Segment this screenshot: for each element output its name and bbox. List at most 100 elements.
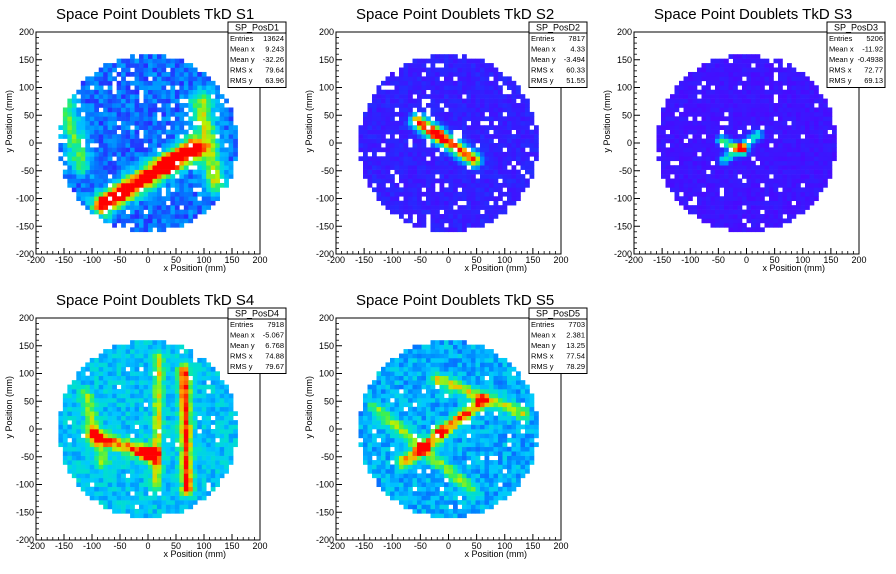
heatmap-cell <box>188 138 194 144</box>
heatmap-cell <box>724 151 729 157</box>
heatmap-cell <box>814 169 819 175</box>
heatmap-cell <box>156 191 162 197</box>
heatmap-cell <box>134 98 140 104</box>
heatmap-cell <box>737 116 743 122</box>
heatmap-cell <box>525 156 530 162</box>
heatmap-cell <box>228 437 234 443</box>
heatmap-cell <box>188 94 194 99</box>
heatmap-cell <box>98 442 104 448</box>
heatmap-cell <box>156 504 162 510</box>
heatmap-cell <box>103 191 108 197</box>
heatmap-cell <box>665 107 671 113</box>
heatmap-cell <box>152 486 158 492</box>
heatmap-cell <box>152 433 158 439</box>
heatmap-cell <box>733 214 738 219</box>
heatmap-cell <box>430 89 436 95</box>
heatmap-cell <box>814 120 819 126</box>
heatmap-cell <box>183 191 189 197</box>
heatmap-cell <box>751 94 756 99</box>
heatmap-cell <box>201 486 207 492</box>
heatmap-cell <box>688 178 693 184</box>
heatmap-cell <box>516 107 521 113</box>
heatmap-cell <box>746 63 752 68</box>
heatmap-cell <box>85 205 91 210</box>
heatmap-cell <box>800 85 806 91</box>
heatmap-cell <box>125 151 131 157</box>
heatmap-cell <box>439 182 445 188</box>
heatmap-cell <box>94 80 100 86</box>
heatmap-cell <box>715 67 720 73</box>
heatmap-cell <box>161 468 167 474</box>
heatmap-cell <box>174 169 180 175</box>
heatmap-cell <box>755 54 761 59</box>
heatmap-cell <box>174 406 180 412</box>
heatmap-cell <box>412 196 418 202</box>
heatmap-cell <box>796 165 801 170</box>
heatmap-cell <box>751 151 756 157</box>
heatmap-cell <box>130 429 135 434</box>
heatmap-cell <box>156 508 162 514</box>
heatmap-cell <box>719 63 725 68</box>
heatmap-cell <box>107 442 113 448</box>
heatmap-cell <box>139 209 144 215</box>
heatmap-cell <box>408 120 413 126</box>
heatmap-cell <box>724 71 729 77</box>
heatmap-cell <box>430 76 436 82</box>
heatmap-cell <box>89 397 95 403</box>
heatmap-cell <box>814 85 819 91</box>
heatmap-cell <box>489 138 494 144</box>
heatmap-cell <box>498 138 503 144</box>
heatmap-cell <box>98 437 104 443</box>
heatmap-cell <box>228 116 234 122</box>
heatmap-cell <box>116 455 122 461</box>
heatmap-cell <box>156 169 162 175</box>
heatmap-cell <box>728 67 734 73</box>
heatmap-cell <box>219 460 225 465</box>
heatmap-cell <box>363 143 368 148</box>
heatmap-cell <box>412 174 418 179</box>
heatmap-cell <box>121 63 126 68</box>
heatmap-cell <box>152 389 158 394</box>
heatmap-cell <box>224 138 229 144</box>
heatmap-cell <box>385 89 391 95</box>
heatmap-cell <box>471 143 476 148</box>
heatmap-cell <box>475 209 481 215</box>
heatmap-cell <box>399 156 404 162</box>
heatmap-cell <box>529 165 535 170</box>
heatmap-cell <box>67 165 73 170</box>
heatmap-cell <box>701 147 707 153</box>
heatmap-cell <box>692 187 698 193</box>
heatmap-cell <box>453 165 458 170</box>
heatmap-cell <box>484 196 490 202</box>
heatmap-cell <box>453 107 458 113</box>
heatmap-cell <box>823 120 828 126</box>
heatmap-cell <box>787 151 792 157</box>
heatmap-cell <box>219 138 225 144</box>
stats-row-value: 9.243 <box>265 45 284 54</box>
heatmap-cell <box>188 460 194 465</box>
heatmap-cell <box>192 191 198 197</box>
heatmap-cell <box>161 169 167 175</box>
heatmap-cell <box>143 482 149 488</box>
heatmap-cell <box>507 138 512 144</box>
heatmap-cell <box>206 143 212 148</box>
heatmap-cell <box>197 85 203 91</box>
heatmap-cell <box>148 71 153 77</box>
heatmap-cell <box>661 156 666 162</box>
heatmap-cell <box>224 151 229 157</box>
heatmap-cell <box>143 362 149 368</box>
heatmap-cell <box>170 433 176 439</box>
heatmap-cell <box>471 196 476 202</box>
heatmap-cell <box>174 147 180 153</box>
heatmap-cell <box>751 89 756 95</box>
heatmap-cell <box>805 156 810 162</box>
heatmap-cell <box>174 111 180 117</box>
heatmap-cell <box>89 178 95 184</box>
heatmap-cell <box>156 513 162 519</box>
heatmap-cell <box>165 495 171 501</box>
heatmap-cell <box>174 67 180 73</box>
heatmap-cell <box>742 120 747 126</box>
heatmap-cell <box>192 433 198 439</box>
heatmap-cell <box>161 442 167 448</box>
heatmap-cell <box>782 160 788 166</box>
